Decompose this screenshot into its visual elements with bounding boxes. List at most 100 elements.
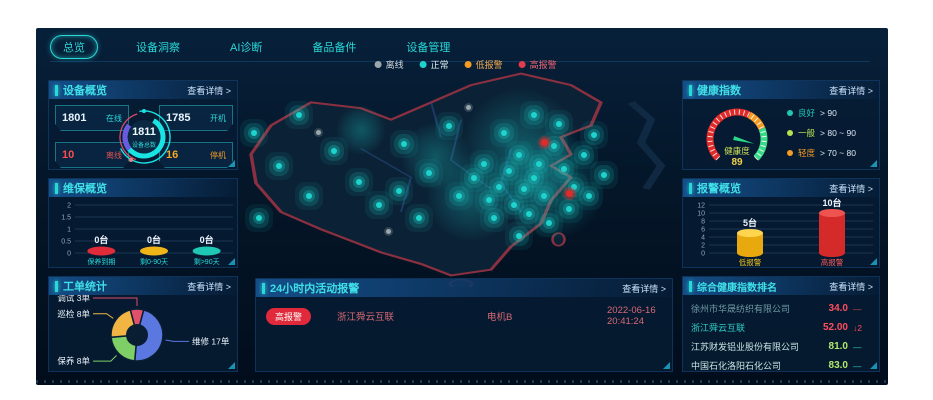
map-device-dot[interactable] xyxy=(556,120,562,127)
map-device-dot[interactable] xyxy=(541,192,547,199)
nav-tab-3[interactable]: 备品备件 xyxy=(312,41,357,54)
map-device-dot[interactable] xyxy=(591,131,597,138)
map-device-dot[interactable] xyxy=(396,188,402,194)
alarm-level-badge: 高报警 xyxy=(266,307,312,325)
map-device-dot[interactable] xyxy=(566,206,572,212)
map-device-dot[interactable] xyxy=(356,179,362,185)
map-device-dot[interactable] xyxy=(401,140,407,147)
svg-text:0台: 0台 xyxy=(94,234,108,245)
svg-text:6: 6 xyxy=(701,227,705,234)
map-device-dot[interactable] xyxy=(466,104,471,110)
map-device-dot[interactable] xyxy=(491,215,497,221)
stat-value: 1785 xyxy=(166,112,191,124)
ranking-row-2[interactable]: 江苏财发铝业股份有限公司 81.0 — xyxy=(691,337,871,356)
health-legend-item-2: 轻度 > 70 ~ 80 xyxy=(787,147,856,159)
legend-label: 轻度 xyxy=(798,148,816,158)
legend-range: > 90 xyxy=(820,108,837,118)
map-device-dot[interactable] xyxy=(501,129,507,136)
map-device-dot[interactable] xyxy=(426,170,432,176)
ranking-row-3[interactable]: 中国石化洛阳石化公司 83.0 — xyxy=(691,356,871,375)
map-device-dot[interactable] xyxy=(296,111,302,118)
alarm-company: 浙江舜云互联 xyxy=(337,312,395,323)
map-device-dot[interactable] xyxy=(376,201,382,208)
map-device-dot[interactable] xyxy=(586,192,592,199)
map-device-dot[interactable] xyxy=(546,219,552,226)
view-detail-link[interactable]: 查看详情 > xyxy=(829,85,873,96)
map-device-dot[interactable] xyxy=(551,143,557,149)
view-detail-link[interactable]: 查看详情 > xyxy=(829,183,873,194)
stat-label: 开机 xyxy=(210,113,226,123)
legend-label: 离线 xyxy=(385,60,404,70)
nav-tab-0[interactable]: 总览 xyxy=(50,34,98,59)
map-device-dot[interactable] xyxy=(471,174,477,181)
svg-text:保养 8单: 保养 8单 xyxy=(57,356,90,366)
panel-title: 综合健康指数排名 xyxy=(697,282,777,294)
map-device-dot[interactable] xyxy=(511,201,517,208)
map-device-dot[interactable] xyxy=(526,210,532,217)
ranking-row-0[interactable]: 徐州市华晟纺织有限公司 34.0 — xyxy=(691,299,871,318)
legend-range: > 70 ~ 80 xyxy=(820,148,856,158)
map-device-dot[interactable] xyxy=(531,174,537,181)
stat-value: 10 xyxy=(62,149,75,161)
map-device-dot[interactable] xyxy=(331,147,337,154)
nav-tab-1[interactable]: 设备洞察 xyxy=(136,41,180,54)
svg-text:2: 2 xyxy=(701,243,705,250)
map-device-dot[interactable] xyxy=(536,161,542,167)
map-device-dot[interactable] xyxy=(601,172,607,179)
trend-indicator: — xyxy=(853,303,862,314)
map-device-dot[interactable] xyxy=(506,167,512,174)
map-device-dot[interactable] xyxy=(316,129,321,135)
device-total-value: 1811 xyxy=(132,126,156,138)
health-score: 34.0 xyxy=(828,303,848,314)
health-score: 81.0 xyxy=(828,341,848,352)
legend-dot-icon xyxy=(374,61,382,68)
map-device-dot[interactable] xyxy=(581,152,587,158)
map-device-dot[interactable] xyxy=(306,192,312,199)
map-device-dot[interactable] xyxy=(251,129,257,136)
svg-text:89: 89 xyxy=(731,157,743,168)
map-device-dot[interactable] xyxy=(571,183,577,190)
panel-header: 健康指数 查看详情 > xyxy=(683,81,879,99)
map-device-dot[interactable] xyxy=(481,161,487,167)
map-device-dot[interactable] xyxy=(561,165,567,172)
map-device-dot[interactable] xyxy=(516,233,522,239)
map-device-dot[interactable] xyxy=(416,215,422,221)
panel-title: 维保概览 xyxy=(63,183,107,195)
nav-tab-4[interactable]: 设备管理 xyxy=(406,41,451,54)
company-name: 浙江舜云互联 xyxy=(691,323,746,333)
map-legend-item-1: 正常 xyxy=(419,58,449,71)
stat-value: 16 xyxy=(166,149,179,161)
alarm-row-0[interactable]: 高报警 浙江舜云互联 电机B 2022-06-16 20:41:24 xyxy=(266,305,662,327)
map-device-dot[interactable] xyxy=(521,185,527,192)
map-device-dot[interactable] xyxy=(256,215,262,221)
trend-indicator: — xyxy=(853,360,862,371)
view-detail-link[interactable]: 查看详情 > xyxy=(622,283,666,294)
map-device-dot[interactable] xyxy=(276,163,282,170)
ranking-row-1[interactable]: 浙江舜云互联 52.00 ↓2 xyxy=(691,318,871,337)
svg-text:5台: 5台 xyxy=(743,217,757,228)
device-stat-0: 1801 在线 xyxy=(55,105,129,131)
map-device-dot[interactable] xyxy=(516,152,522,158)
svg-text:10: 10 xyxy=(697,211,705,218)
map-device-dot[interactable] xyxy=(446,122,452,129)
map-device-dot[interactable] xyxy=(456,192,462,199)
map-device-dot[interactable] xyxy=(541,138,548,146)
stat-value: 1801 xyxy=(62,112,87,124)
panel-header: 维保概览 xyxy=(49,179,237,197)
view-detail-link[interactable]: 查看详情 > xyxy=(187,85,231,96)
map-device-dot[interactable] xyxy=(531,111,537,118)
legend-label: 低报警 xyxy=(475,60,503,70)
title-accent-bar xyxy=(689,84,692,96)
panel-alarm-overview: 报警概览 查看详情 > 12 10 8 6 4 2 0 5台 低报警 10台 高报警 xyxy=(682,178,880,268)
title-accent-bar xyxy=(689,182,692,194)
view-detail-link[interactable]: 查看详情 > xyxy=(187,281,231,292)
nav-tab-2[interactable]: AI诊断 xyxy=(230,41,263,54)
view-detail-link[interactable]: 查看详情 > xyxy=(829,281,873,292)
map-device-dot[interactable] xyxy=(566,190,573,198)
map-device-dot[interactable] xyxy=(386,228,391,234)
map-device-dot[interactable] xyxy=(486,197,492,203)
map-device-dot[interactable] xyxy=(496,183,502,190)
